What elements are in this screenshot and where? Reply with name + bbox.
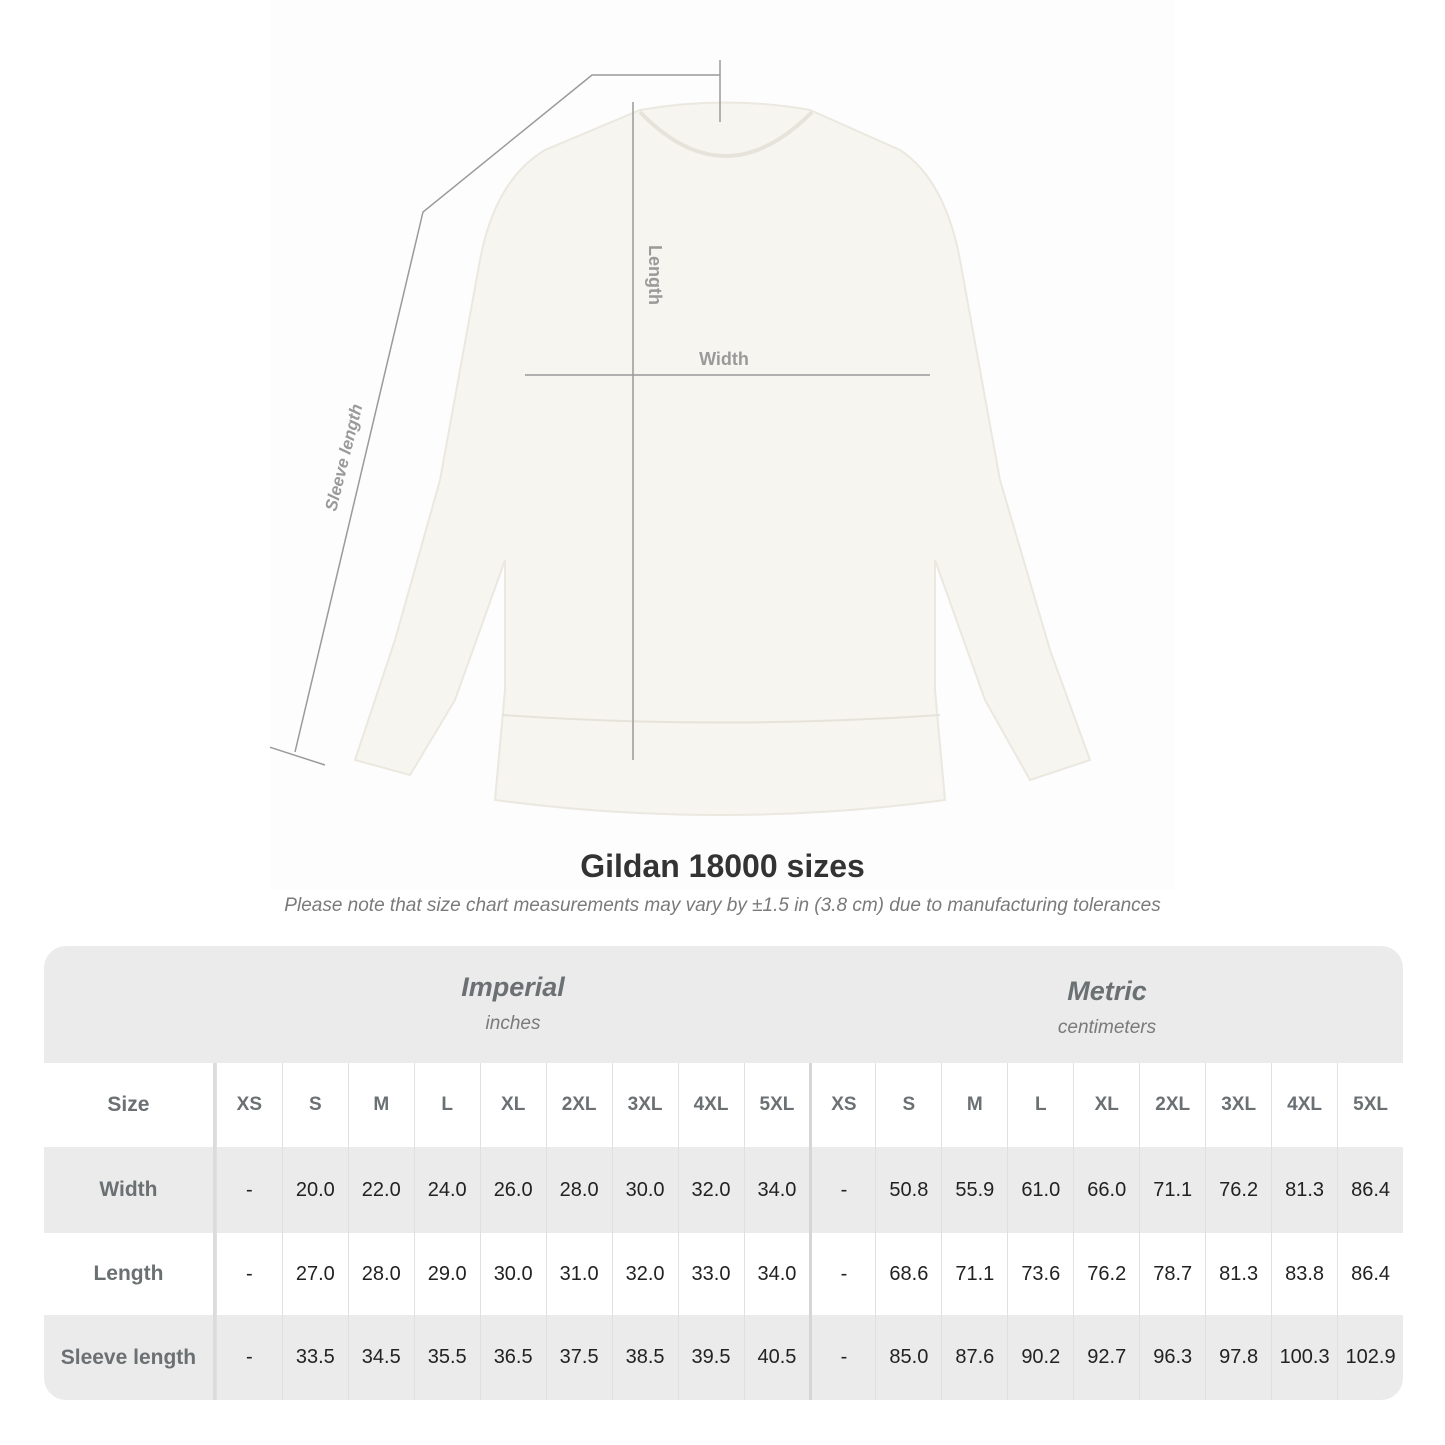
value-cell-metric: 100.3	[1271, 1315, 1337, 1400]
size-table: Imperial inches Metric centimeters Size X…	[44, 946, 1403, 1400]
unit-header-band	[44, 946, 1403, 1063]
value-cell-metric: 71.1	[941, 1233, 1007, 1315]
value-cell-imperial: 32.0	[611, 1233, 678, 1315]
value-cell-metric: 55.9	[941, 1147, 1007, 1233]
value-cell-imperial: -	[215, 1233, 282, 1315]
value-cell-metric: 73.6	[1007, 1233, 1073, 1315]
value-cell-imperial: 34.0	[743, 1233, 810, 1315]
value-cell-imperial: 28.0	[545, 1147, 612, 1233]
size-header-metric: S	[875, 1063, 941, 1147]
imperial-unit: inches	[485, 1013, 541, 1034]
value-cell-metric: 76.2	[1205, 1147, 1271, 1233]
table-row: Length -27.0 28.0 29.0 30.0 31.0 32.0 33.0 34.0-…	[44, 1233, 1403, 1315]
value-cell-metric: -	[809, 1147, 875, 1233]
value-cell-imperial: -	[215, 1147, 282, 1233]
value-cell-imperial: 32.0	[677, 1147, 744, 1233]
size-header-imperial: XS	[215, 1063, 282, 1147]
size-header-label: Size	[44, 1063, 216, 1147]
value-cell-imperial: 34.5	[347, 1315, 414, 1400]
value-cell-imperial: 39.5	[677, 1315, 744, 1400]
size-header-imperial: 4XL	[677, 1063, 744, 1147]
value-cell-imperial: 33.0	[677, 1233, 744, 1315]
metric-unit: centimeters	[1057, 1017, 1157, 1038]
value-cell-imperial: 27.0	[281, 1233, 348, 1315]
size-header-imperial: 3XL	[611, 1063, 678, 1147]
value-cell-imperial: -	[215, 1315, 282, 1400]
size-header-metric: XL	[1073, 1063, 1139, 1147]
value-cell-metric: 76.2	[1073, 1233, 1139, 1315]
width-label: Width	[699, 349, 749, 369]
size-header-metric: 4XL	[1271, 1063, 1337, 1147]
value-cell-imperial: 36.5	[479, 1315, 546, 1400]
value-cell-imperial: 30.0	[611, 1147, 678, 1233]
measurement-lines	[270, 60, 930, 766]
value-cell-metric: 71.1	[1139, 1147, 1205, 1233]
size-header-imperial: S	[281, 1063, 348, 1147]
value-cell-metric: 96.3	[1139, 1315, 1205, 1400]
size-header-imperial: M	[347, 1063, 414, 1147]
sweatshirt-hem	[501, 714, 941, 724]
value-cell-metric: 86.4	[1337, 1147, 1403, 1233]
value-cell-metric: 87.6	[941, 1315, 1007, 1400]
value-cell-metric: 90.2	[1007, 1315, 1073, 1400]
value-cell-imperial: 24.0	[413, 1147, 480, 1233]
size-header-metric: 2XL	[1139, 1063, 1205, 1147]
value-cell-metric: 83.8	[1271, 1233, 1337, 1315]
value-cell-metric: 78.7	[1139, 1233, 1205, 1315]
value-cell-imperial: 34.0	[743, 1147, 810, 1233]
value-cell-imperial: 29.0	[413, 1233, 480, 1315]
size-header-metric: 5XL	[1337, 1063, 1403, 1147]
size-header-metric: XS	[809, 1063, 875, 1147]
value-cell-metric: -	[809, 1315, 875, 1400]
value-cell-imperial: 28.0	[347, 1233, 414, 1315]
sweatshirt-diagram: Length Width Sleeve length	[270, 0, 1175, 890]
size-header-imperial: 2XL	[545, 1063, 612, 1147]
row-label: Length	[44, 1233, 216, 1315]
tolerance-note: Please note that size chart measurements…	[284, 895, 1161, 916]
value-cell-imperial: 40.5	[743, 1315, 810, 1400]
metric-header: Metric centimeters	[810, 946, 1403, 1093]
size-header-imperial: XL	[479, 1063, 546, 1147]
value-cell-imperial: 37.5	[545, 1315, 612, 1400]
size-header-metric: M	[941, 1063, 1007, 1147]
value-cell-metric: 102.9	[1337, 1315, 1403, 1400]
value-cell-metric: 66.0	[1073, 1147, 1139, 1233]
value-cell-metric: 97.8	[1205, 1315, 1271, 1400]
size-header-metric: L	[1007, 1063, 1073, 1147]
size-header-metric: 3XL	[1205, 1063, 1271, 1147]
value-cell-imperial: 20.0	[281, 1147, 348, 1233]
value-cell-metric: 86.4	[1337, 1233, 1403, 1315]
value-cell-imperial: 30.0	[479, 1233, 546, 1315]
value-cell-metric: 81.3	[1205, 1233, 1271, 1315]
value-cell-metric: -	[809, 1233, 875, 1315]
size-header-row: Size XS S M L XL 2XL 3XL 4XL 5XL XS S M L XL 2XL 3XL 4XL 5…	[44, 1063, 1403, 1147]
row-label: Width	[44, 1147, 216, 1233]
page-title: Gildan 18000 sizes	[580, 848, 865, 884]
value-cell-imperial: 26.0	[479, 1147, 546, 1233]
value-cell-imperial: 31.0	[545, 1233, 612, 1315]
table-row: Sleeve length -33.5 34.5 35.5 36.5 37.5 38.5 39…	[44, 1315, 1403, 1400]
value-cell-imperial: 22.0	[347, 1147, 414, 1233]
sweatshirt-body	[353, 101, 1092, 816]
imperial-header: Imperial inches	[216, 946, 810, 1089]
value-cell-metric: 68.6	[875, 1233, 941, 1315]
value-cell-imperial: 38.5	[611, 1315, 678, 1400]
table-row: Width -20.0 22.0 24.0 26.0 28.0 30.0 32.0 34.0-5…	[44, 1147, 1403, 1233]
length-label: Length	[645, 245, 665, 305]
value-cell-metric: 85.0	[875, 1315, 941, 1400]
imperial-title: Imperial	[461, 972, 565, 1002]
value-cell-imperial: 33.5	[281, 1315, 348, 1400]
size-header-imperial: 5XL	[743, 1063, 810, 1147]
row-label: Sleeve length	[44, 1315, 216, 1400]
value-cell-imperial: 35.5	[413, 1315, 480, 1400]
size-header-imperial: L	[413, 1063, 480, 1147]
value-cell-metric: 81.3	[1271, 1147, 1337, 1233]
metric-title: Metric	[1067, 976, 1147, 1006]
value-cell-metric: 92.7	[1073, 1315, 1139, 1400]
sweatshirt-collar	[638, 110, 814, 158]
value-cell-metric: 50.8	[875, 1147, 941, 1233]
value-cell-metric: 61.0	[1007, 1147, 1073, 1233]
